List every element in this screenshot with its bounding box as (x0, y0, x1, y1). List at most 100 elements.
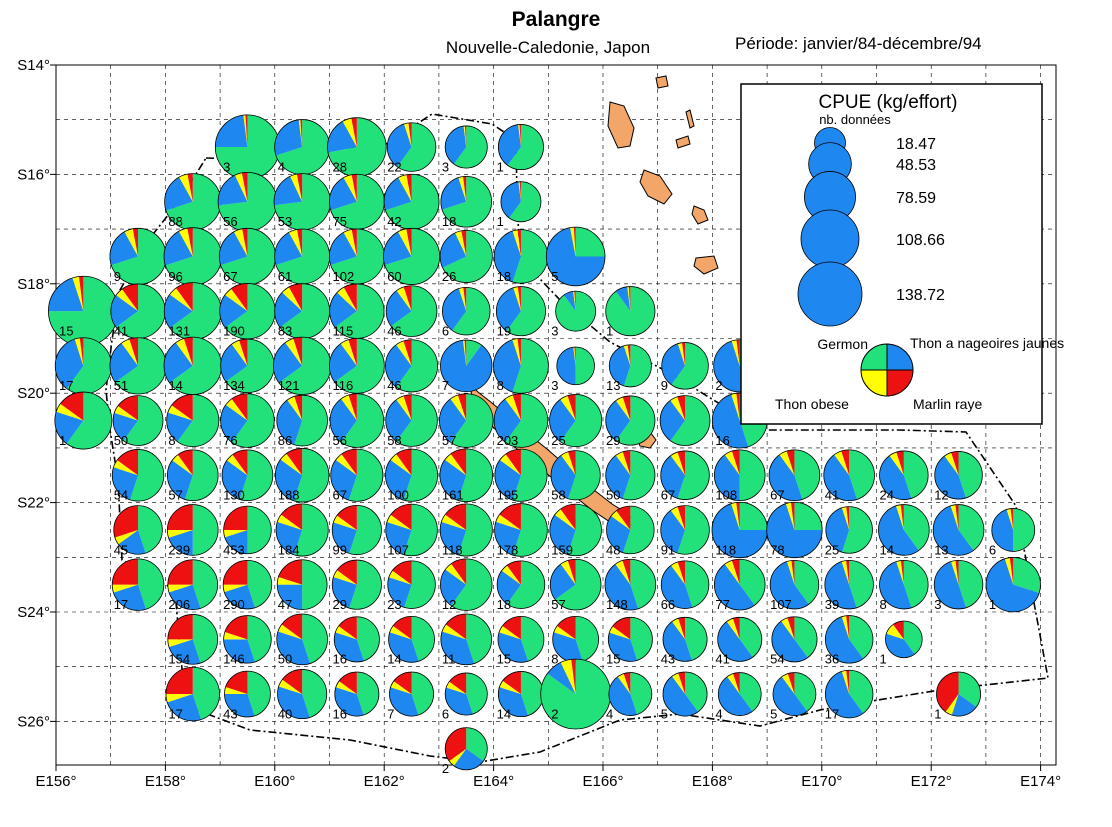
pie-outline (549, 503, 602, 557)
data-count-label: 102 (333, 269, 355, 284)
cpue-pie (932, 504, 985, 556)
pie-slice (167, 504, 193, 530)
pie-slice (110, 295, 139, 328)
pie-slice (167, 639, 193, 648)
pie-slice (893, 620, 904, 640)
data-count-label: 107 (387, 542, 409, 557)
pie-slice (169, 282, 222, 340)
cpue-pie (385, 394, 438, 447)
data-count-label: 43 (661, 652, 675, 667)
data-count-label: 50 (114, 433, 128, 448)
data-count-label: 6 (989, 542, 996, 557)
count-label-layer: 3 4 28 22 3 188 56 53 75 42 18 19 96 67 61 102 60 26 18 515… (59, 159, 996, 776)
pie-layer (48, 114, 1041, 771)
pie-slice (518, 124, 521, 148)
pie-slice (388, 632, 419, 663)
data-count-label: 36 (825, 652, 839, 667)
pie-slice (512, 338, 549, 394)
pie-outline (385, 339, 439, 393)
pie-slice (841, 506, 850, 530)
cpue-pie (276, 559, 328, 610)
pie-slice (786, 560, 795, 585)
pie-slice (403, 285, 412, 312)
pie-slice (787, 672, 795, 695)
pie-outline (444, 727, 488, 771)
pie-slice (233, 228, 248, 257)
cpue-pie (713, 558, 766, 611)
cpue-pie (274, 448, 330, 503)
lat-label: S26° (17, 713, 50, 730)
legend-size-scale (797, 127, 863, 327)
pie-slice (167, 529, 193, 538)
pie-slice (498, 124, 521, 166)
efate-island (691, 205, 709, 225)
cpue-pie (329, 393, 385, 448)
pie-outline (713, 449, 766, 502)
pie-slice (506, 286, 546, 336)
cpue-pie (163, 282, 222, 341)
pie-slice (1006, 508, 1014, 530)
pie-slice (112, 584, 139, 593)
pie-outline (768, 449, 821, 502)
pie-slice (231, 283, 248, 312)
pie-outline (165, 666, 220, 722)
pie-slice (551, 455, 576, 499)
pie-slice (463, 340, 467, 366)
pie-slice (879, 455, 912, 500)
data-count-label: 1 (880, 652, 887, 667)
pie-slice (166, 173, 221, 230)
pie-slice (441, 514, 467, 530)
pie-slice (277, 576, 303, 585)
cpue-pie (766, 501, 823, 559)
cpue-pie (879, 450, 929, 500)
pie-slice (944, 452, 959, 476)
pie-slice (608, 676, 637, 716)
pie-slice (841, 615, 850, 640)
pie-slice (348, 449, 383, 502)
legend-subtitle: nb. données (819, 112, 891, 127)
pie-slice (630, 559, 656, 609)
pie-slice (677, 395, 686, 421)
data-count-label: 206 (168, 597, 190, 612)
pie-slice (785, 502, 795, 530)
pie-slice (604, 564, 639, 611)
legend-key-slice (886, 369, 914, 397)
pie-slice (388, 570, 412, 585)
pie-slice (396, 341, 412, 366)
pie-slice (608, 632, 638, 662)
pie-slice (552, 632, 583, 663)
pie-slice (340, 339, 357, 366)
pie-slice (453, 125, 488, 169)
cpue-pie (552, 615, 600, 663)
pie-slice (896, 450, 904, 476)
pie-slice (113, 460, 139, 476)
pie-slice (288, 229, 303, 257)
cpue-pie (333, 616, 380, 663)
data-count-label: 57 (442, 433, 456, 448)
pie-slice (560, 659, 576, 695)
map-title: Palangre (512, 8, 601, 31)
pie-slice (615, 286, 631, 312)
data-count-label: 50 (606, 488, 620, 503)
pie-slice (794, 672, 816, 712)
pie-slice (794, 560, 819, 605)
pie-slice (885, 633, 915, 658)
pie-slice (553, 625, 576, 640)
pie-outline (220, 393, 275, 448)
lon-label: E174° (1020, 773, 1061, 790)
pie-slice (215, 115, 248, 148)
pie-slice (223, 639, 255, 664)
pie-outline (660, 450, 710, 500)
cpue-pie (550, 450, 601, 501)
cpue-pie (605, 395, 656, 446)
pie-slice (519, 181, 521, 202)
pie-slice (445, 727, 467, 762)
pie-slice (408, 122, 412, 148)
pie-outline (113, 505, 163, 555)
pie-slice (574, 346, 576, 366)
pie-slice (385, 399, 412, 442)
lat-label: S22° (17, 495, 50, 512)
pie-slice (442, 288, 467, 331)
lat-label: S20° (17, 385, 50, 402)
pie-outline (608, 344, 652, 388)
